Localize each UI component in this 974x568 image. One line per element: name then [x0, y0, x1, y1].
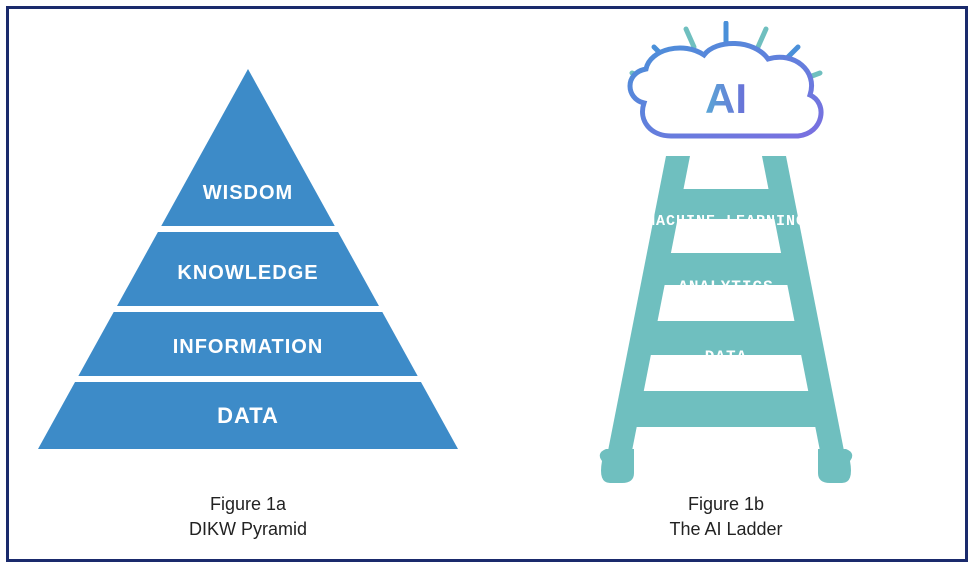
- pyramid-svg: WISDOM KNOWLEDGE INFORMATION DATA: [38, 69, 458, 449]
- caption-pyramid: Figure 1a DIKW Pyramid: [9, 492, 487, 541]
- rung-label-analytics: ANALYTICS: [678, 278, 773, 296]
- ladder-graphic: AI MACHINE LEARNING: [566, 21, 886, 501]
- pyramid-triangle: [38, 69, 458, 449]
- pyramid-label-wisdom: WISDOM: [203, 182, 293, 204]
- caption-ladder: Figure 1b The AI Ladder: [487, 492, 965, 541]
- cloud-text: AI: [705, 75, 747, 122]
- caption-pyramid-line1: Figure 1a: [9, 492, 487, 516]
- panel-ai-ladder: AI MACHINE LEARNING: [487, 9, 965, 559]
- pyramid-label-knowledge: KNOWLEDGE: [177, 262, 318, 284]
- rung-label-ml: MACHINE LEARNING: [646, 213, 806, 230]
- figure-frame: WISDOM KNOWLEDGE INFORMATION DATA Figure…: [6, 6, 968, 562]
- ladder-svg: AI MACHINE LEARNING: [566, 21, 886, 501]
- pyramid-label-information: INFORMATION: [173, 336, 324, 358]
- pyramid-graphic: WISDOM KNOWLEDGE INFORMATION DATA: [38, 69, 458, 449]
- caption-pyramid-line2: DIKW Pyramid: [9, 517, 487, 541]
- caption-ladder-line2: The AI Ladder: [487, 517, 965, 541]
- panel-dikw-pyramid: WISDOM KNOWLEDGE INFORMATION DATA Figure…: [9, 9, 487, 559]
- rung-label-data: DATA: [705, 348, 747, 366]
- pyramid-label-data: DATA: [217, 403, 279, 428]
- caption-ladder-line1: Figure 1b: [487, 492, 965, 516]
